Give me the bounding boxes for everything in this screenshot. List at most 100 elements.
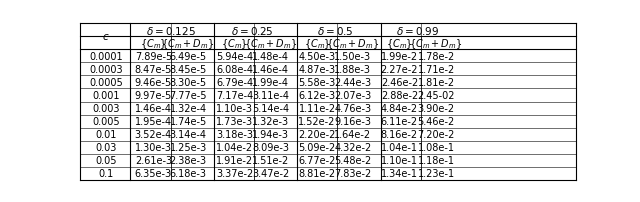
- Text: 0.03: 0.03: [95, 142, 116, 152]
- Text: $\delta = 0.5$: $\delta = 0.5$: [317, 25, 353, 37]
- Text: 6.79e-4: 6.79e-4: [216, 78, 253, 87]
- Text: 0.05: 0.05: [95, 155, 116, 165]
- Text: 1.51e-2: 1.51e-2: [252, 155, 289, 165]
- Text: 0.0005: 0.0005: [89, 78, 123, 87]
- Text: 3.18e-3: 3.18e-3: [216, 129, 253, 139]
- Text: 3.90e-2: 3.90e-2: [417, 103, 454, 114]
- Text: 5.14e-4: 5.14e-4: [252, 103, 289, 114]
- Text: 0.0003: 0.0003: [89, 65, 123, 75]
- Text: 9.16e-3: 9.16e-3: [334, 117, 371, 126]
- Text: 0.0001: 0.0001: [89, 52, 123, 62]
- Text: 1.04e-1: 1.04e-1: [381, 142, 418, 152]
- Text: 1.46e-4: 1.46e-4: [252, 65, 289, 75]
- Text: 1.52e-2: 1.52e-2: [298, 117, 336, 126]
- Text: 8.81e-2: 8.81e-2: [298, 168, 335, 178]
- Text: 1.18e-1: 1.18e-1: [418, 155, 454, 165]
- Text: 7.77e-5: 7.77e-5: [170, 90, 207, 101]
- Text: 8.45e-5: 8.45e-5: [170, 65, 207, 75]
- Text: 2.61e-3: 2.61e-3: [135, 155, 172, 165]
- Text: 1.95e-4: 1.95e-4: [135, 117, 172, 126]
- Text: 1.46e-4: 1.46e-4: [135, 103, 172, 114]
- Text: 7.20e-2: 7.20e-2: [417, 129, 455, 139]
- Text: 9.97e-5: 9.97e-5: [135, 90, 172, 101]
- Text: 6.11e-2: 6.11e-2: [381, 117, 418, 126]
- Text: 1.48e-4: 1.48e-4: [252, 52, 289, 62]
- Text: 1.04e-2: 1.04e-2: [216, 142, 253, 152]
- Text: $\{C_m + D_m\}$: $\{C_m + D_m\}$: [161, 37, 215, 50]
- Text: 2.46e-2: 2.46e-2: [381, 78, 418, 87]
- Text: 0.01: 0.01: [95, 129, 116, 139]
- Text: 1.50e-3: 1.50e-3: [334, 52, 371, 62]
- Text: 3.47e-2: 3.47e-2: [252, 168, 289, 178]
- Text: 1.99e-4: 1.99e-4: [252, 78, 289, 87]
- Text: 3.52e-4: 3.52e-4: [135, 129, 172, 139]
- Text: 2.20e-2: 2.20e-2: [298, 129, 336, 139]
- Text: 6.12e-3: 6.12e-3: [298, 90, 335, 101]
- Text: 1.99e-2: 1.99e-2: [381, 52, 418, 62]
- Text: $\{C_m\}$: $\{C_m\}$: [221, 37, 248, 50]
- Text: $\{C_m\}$: $\{C_m\}$: [303, 37, 331, 50]
- Text: 1.74e-5: 1.74e-5: [170, 117, 207, 126]
- Text: 8.47e-5: 8.47e-5: [135, 65, 172, 75]
- Text: 1.30e-3: 1.30e-3: [135, 142, 172, 152]
- Text: $\delta = 0.99$: $\delta = 0.99$: [396, 25, 440, 37]
- Text: 6.35e-3: 6.35e-3: [135, 168, 172, 178]
- Text: 2.88e-2: 2.88e-2: [381, 90, 418, 101]
- Text: 4.87e-3: 4.87e-3: [298, 65, 335, 75]
- Text: 7.17e-4: 7.17e-4: [216, 90, 253, 101]
- Text: $\{C_m + D_m\}$: $\{C_m + D_m\}$: [244, 37, 297, 50]
- Text: $\{C_m + D_m\}$: $\{C_m + D_m\}$: [410, 37, 463, 50]
- Text: $\{C_m + D_m\}$: $\{C_m + D_m\}$: [326, 37, 380, 50]
- Text: 0.003: 0.003: [92, 103, 120, 114]
- Text: 1.88e-3: 1.88e-3: [334, 65, 371, 75]
- Text: 3.37e-2: 3.37e-2: [216, 168, 253, 178]
- Text: 5.46e-2: 5.46e-2: [417, 117, 455, 126]
- Text: 1.10e-3: 1.10e-3: [216, 103, 253, 114]
- Text: 1.78e-2: 1.78e-2: [417, 52, 455, 62]
- Text: 1.11e-2: 1.11e-2: [298, 103, 335, 114]
- Text: 4.50e-3: 4.50e-3: [298, 52, 335, 62]
- Text: $\{C_m\}$: $\{C_m\}$: [140, 37, 167, 50]
- Text: 8.16e-2: 8.16e-2: [381, 129, 418, 139]
- Text: 6.49e-5: 6.49e-5: [170, 52, 207, 62]
- Text: 4.84e-2: 4.84e-2: [381, 103, 418, 114]
- Text: 6.77e-2: 6.77e-2: [298, 155, 336, 165]
- Text: 1.25e-3: 1.25e-3: [170, 142, 207, 152]
- Text: 7.89e-5: 7.89e-5: [135, 52, 172, 62]
- Text: 2.45-02: 2.45-02: [417, 90, 455, 101]
- Text: 0.001: 0.001: [92, 90, 120, 101]
- Text: 5.09e-2: 5.09e-2: [298, 142, 336, 152]
- Text: 1.10e-1: 1.10e-1: [381, 155, 418, 165]
- Text: $\delta = 0.25$: $\delta = 0.25$: [231, 25, 274, 37]
- Text: 6.18e-3: 6.18e-3: [170, 168, 207, 178]
- Text: 1.08e-1: 1.08e-1: [418, 142, 454, 152]
- Text: 3.11e-4: 3.11e-4: [252, 90, 289, 101]
- Text: 7.83e-2: 7.83e-2: [334, 168, 371, 178]
- Text: $c$: $c$: [102, 32, 109, 42]
- Text: 0.005: 0.005: [92, 117, 120, 126]
- Text: 1.91e-2: 1.91e-2: [216, 155, 253, 165]
- Text: 1.71e-2: 1.71e-2: [417, 65, 455, 75]
- Text: $\delta = 0.125$: $\delta = 0.125$: [146, 25, 196, 37]
- Text: 0.1: 0.1: [98, 168, 113, 178]
- Text: 8.30e-5: 8.30e-5: [170, 78, 207, 87]
- Text: 5.48e-2: 5.48e-2: [334, 155, 371, 165]
- Text: 1.32e-4: 1.32e-4: [170, 103, 207, 114]
- Text: 2.44e-3: 2.44e-3: [334, 78, 371, 87]
- Text: 2.38e-3: 2.38e-3: [170, 155, 207, 165]
- Text: 4.32e-2: 4.32e-2: [334, 142, 371, 152]
- Text: 2.07e-3: 2.07e-3: [334, 90, 371, 101]
- Text: 1.34e-1: 1.34e-1: [381, 168, 418, 178]
- Text: 5.58e-3: 5.58e-3: [298, 78, 336, 87]
- Text: 1.73e-3: 1.73e-3: [216, 117, 253, 126]
- Text: 4.76e-3: 4.76e-3: [334, 103, 371, 114]
- Text: 6.08e-4: 6.08e-4: [216, 65, 253, 75]
- Text: 1.94e-3: 1.94e-3: [252, 129, 289, 139]
- Text: 1.81e-2: 1.81e-2: [417, 78, 454, 87]
- Text: 5.94e-4: 5.94e-4: [216, 52, 253, 62]
- Text: 1.23e-1: 1.23e-1: [417, 168, 454, 178]
- Text: 2.27e-2: 2.27e-2: [381, 65, 418, 75]
- Text: 1.64e-2: 1.64e-2: [334, 129, 371, 139]
- Text: 9.46e-5: 9.46e-5: [135, 78, 172, 87]
- Text: 8.09e-3: 8.09e-3: [252, 142, 289, 152]
